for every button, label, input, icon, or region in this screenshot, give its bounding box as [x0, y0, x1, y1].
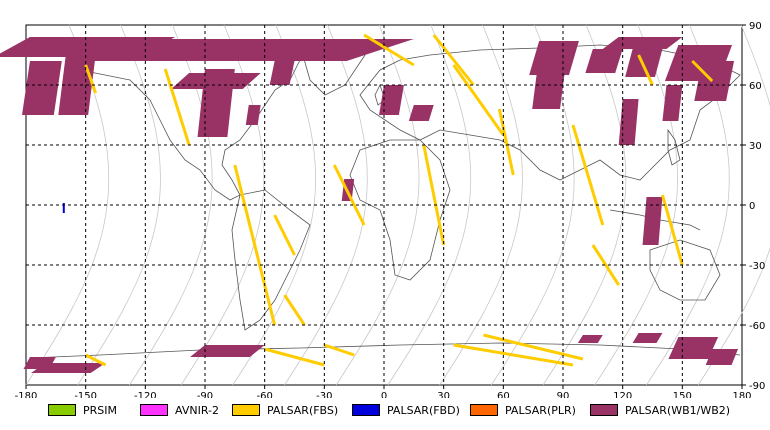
legend-label: PALSAR(FBD) — [387, 403, 460, 417]
fbs-swath — [432, 34, 475, 86]
legend-swatch — [470, 404, 498, 416]
wb-swath — [408, 105, 434, 121]
fbs-swath — [497, 108, 515, 176]
x-tick-label: -150 — [74, 391, 97, 398]
x-tick-label: 120 — [613, 391, 632, 398]
x-tick-label: 180 — [732, 391, 751, 398]
legend-swatch — [140, 404, 168, 416]
wb-swath — [577, 335, 603, 343]
wb-swath — [78, 39, 414, 61]
fbs-swath — [233, 164, 277, 326]
fbs-swath — [163, 68, 191, 146]
x-axis-ticks: -180 -150 -120 -90 -60 -30 0 30 60 90 120 150 180 — [15, 385, 752, 398]
fbs-swath — [264, 347, 325, 367]
japan-outline — [667, 128, 681, 166]
wb-swath — [190, 345, 265, 357]
x-tick-label: 150 — [673, 391, 692, 398]
y-axis-ticks: 90 60 30 0 -30 -60 -90 — [742, 21, 765, 392]
fbs-swath — [323, 343, 355, 357]
legend-label: PALSAR(PLR) — [505, 403, 576, 417]
legend-item: PALSAR(WB1/WB2) — [590, 403, 730, 417]
legend-swatch — [352, 404, 380, 416]
africa-outline — [349, 139, 451, 281]
legend-item: PALSAR(PLR) — [470, 403, 576, 417]
x-tick-label: -180 — [15, 391, 38, 398]
wb-swath — [618, 99, 639, 145]
x-tick-label: -60 — [256, 391, 272, 398]
wb-swath — [642, 197, 663, 245]
fbs-swath — [591, 244, 620, 286]
legend-swatch — [590, 404, 618, 416]
x-tick-label: 0 — [381, 391, 387, 398]
fbs-swath — [332, 164, 366, 226]
fbs-swath — [273, 214, 296, 256]
x-tick-label: -90 — [197, 391, 213, 398]
fbs-swath — [571, 124, 605, 226]
legend-label: PALSAR(FBS) — [267, 403, 339, 417]
y-tick-label: 30 — [749, 141, 762, 152]
fbs-swath — [637, 54, 654, 86]
y-tick-label: 60 — [749, 81, 762, 92]
eurasia-outline — [359, 44, 741, 181]
fbs-swath — [422, 144, 446, 246]
legend-label: AVNIR-2 — [175, 403, 219, 417]
fbs-swath — [363, 33, 415, 67]
australia-outline — [649, 239, 721, 301]
x-tick-label: -30 — [316, 391, 332, 398]
fbs-swath — [84, 64, 98, 94]
x-tick-label: -120 — [134, 391, 157, 398]
fbs-swath — [453, 343, 574, 367]
fbs-swath — [283, 294, 306, 326]
wb-swath — [379, 85, 404, 115]
wb-swath — [22, 61, 62, 115]
y-tick-label: -90 — [749, 381, 765, 392]
wb-swath — [269, 61, 295, 85]
wb-swath — [705, 349, 739, 365]
fbs-swath — [661, 194, 684, 266]
y-tick-label: -30 — [749, 261, 765, 272]
grid-lines — [26, 25, 742, 385]
x-tick-label: 90 — [557, 391, 570, 398]
legend-item: PALSAR(FBS) — [232, 403, 338, 417]
y-tick-label: 90 — [749, 21, 762, 32]
wb-swath — [668, 337, 719, 359]
x-tick-label: 60 — [497, 391, 510, 398]
y-tick-label: 0 — [749, 201, 755, 212]
wb-swath — [30, 363, 106, 373]
coverage-swaths — [0, 33, 739, 373]
fbs-swath — [452, 64, 505, 136]
legend-item: PRSIM — [48, 403, 117, 417]
wb-swath — [632, 333, 663, 343]
legend-swatch — [232, 404, 260, 416]
legend-label: PALSAR(WB1/WB2) — [625, 403, 731, 417]
wb-swath — [662, 85, 683, 121]
wb-swath — [244, 39, 295, 47]
wb-swath — [197, 69, 235, 137]
legend: PRSIM AVNIR-2 PALSAR(FBS) PALSAR(FBD) PALSAR… — [0, 398, 770, 422]
legend-item: AVNIR-2 — [140, 403, 219, 417]
antarctica-outline — [29, 342, 741, 359]
legend-label: PRSIM — [83, 403, 117, 417]
legend-item: PALSAR(FBD) — [352, 403, 460, 417]
south-america-outline — [231, 189, 311, 331]
y-tick-label: -60 — [749, 321, 765, 332]
coverage-map: -180 -150 -120 -90 -60 -30 0 30 60 90 120 150 180 90… — [0, 21, 770, 398]
legend-swatch — [48, 404, 76, 416]
fbs-swath — [84, 353, 107, 367]
x-tick-label: 30 — [437, 391, 450, 398]
fbs-swath — [691, 59, 714, 83]
wb-swath — [532, 55, 567, 109]
wb-swath — [585, 49, 623, 73]
wb-swath — [245, 105, 261, 125]
fbs-swath — [483, 333, 584, 361]
